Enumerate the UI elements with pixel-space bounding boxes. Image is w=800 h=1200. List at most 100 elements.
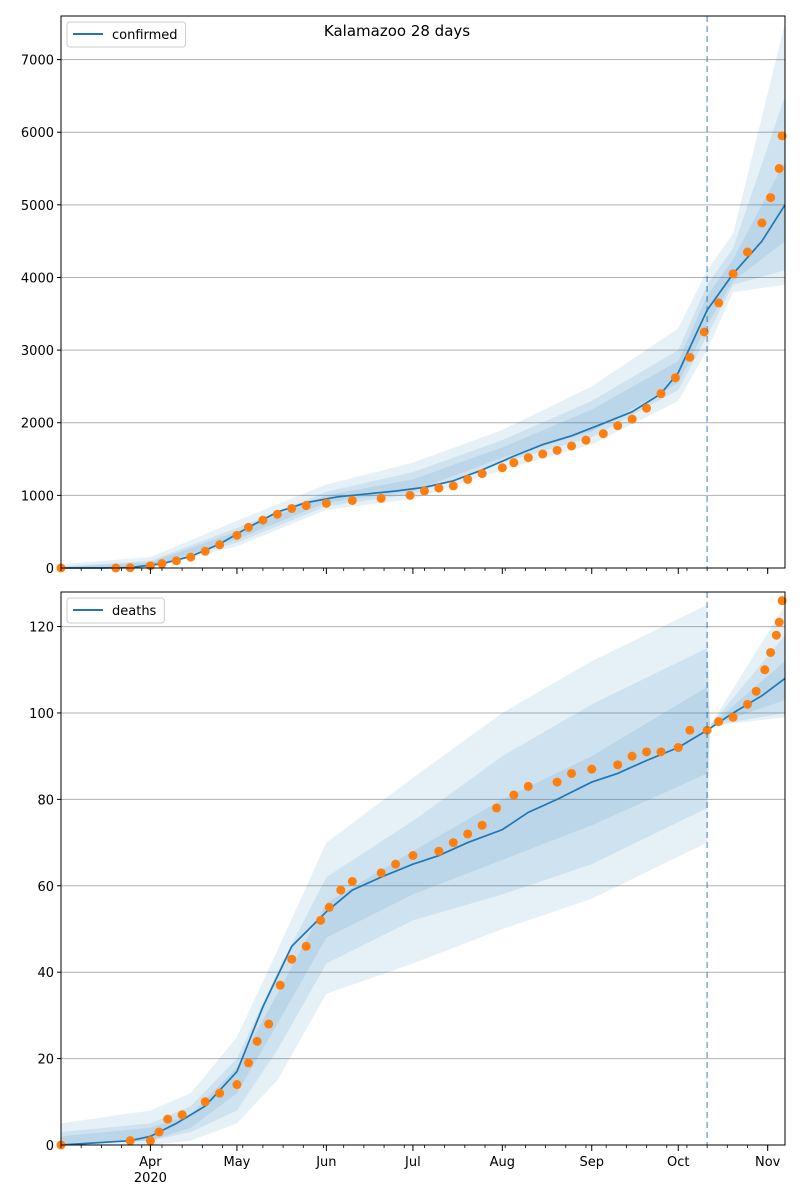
observed-point	[264, 1019, 274, 1029]
observed-point	[743, 247, 753, 257]
observed-point	[567, 768, 577, 778]
observed-point	[163, 1114, 173, 1124]
observed-point	[215, 1088, 225, 1098]
legend: confirmed	[66, 21, 187, 48]
observed-point	[448, 481, 458, 491]
observed-point	[670, 373, 680, 383]
observed-point	[492, 803, 502, 813]
x-tick-label: Jul	[404, 1155, 421, 1170]
observed-point	[613, 760, 623, 770]
axes-frame	[60, 15, 786, 569]
observed-point	[232, 530, 242, 540]
observed-point	[673, 743, 683, 753]
observed-point	[434, 483, 444, 493]
observed-point	[316, 915, 326, 925]
observed-point	[656, 389, 666, 399]
axes-frame	[60, 591, 786, 1146]
observed-point	[567, 441, 577, 451]
y-tick-label: 6000	[21, 126, 54, 141]
observed-point	[642, 403, 652, 413]
observed-point	[376, 868, 386, 878]
observed-point	[766, 647, 776, 657]
observed-point	[324, 902, 334, 912]
observed-point	[405, 490, 415, 500]
observed-point	[376, 493, 386, 503]
observed-point	[321, 498, 331, 508]
observed-point	[656, 747, 666, 757]
observed-point	[743, 699, 753, 709]
observed-point	[760, 665, 770, 675]
legend-label: deaths	[112, 604, 157, 619]
observed-point	[186, 552, 196, 562]
observed-point	[751, 686, 761, 696]
observed-point	[258, 515, 268, 525]
observed-point	[598, 429, 608, 439]
x-tick-label: Nov	[755, 1155, 781, 1170]
band-inner	[61, 161, 785, 568]
observed-point	[448, 838, 458, 848]
observed-point	[627, 414, 637, 424]
observed-point	[587, 764, 597, 774]
observed-point	[252, 1036, 262, 1046]
observed-point	[157, 559, 167, 569]
band-outer	[61, 604, 785, 1145]
x-tick-label: Jun	[315, 1155, 336, 1170]
y-tick-label: 4000	[21, 271, 54, 286]
observed-point	[642, 747, 652, 757]
observed-point	[391, 859, 401, 869]
observed-point	[497, 463, 507, 473]
observed-point	[301, 941, 311, 951]
observed-point	[685, 725, 695, 735]
legend-label: confirmed	[112, 28, 178, 43]
observed-point	[523, 453, 533, 463]
observed-point	[287, 954, 297, 964]
y-tick-label: 120	[29, 621, 54, 636]
observed-point	[463, 474, 473, 484]
observed-point	[552, 445, 562, 455]
observed-point	[347, 876, 357, 886]
observed-point	[509, 458, 519, 468]
x-tick-label: Apr	[139, 1155, 162, 1170]
y-tick-label: 2000	[21, 417, 54, 432]
observed-point	[301, 501, 311, 511]
y-tick-label: 0	[46, 562, 54, 577]
y-tick-label: 40	[37, 966, 54, 981]
observed-point	[702, 725, 712, 735]
observed-point	[766, 193, 776, 203]
confirmed-panel: 0 1000 2000 3000 4000 5000 6000 7000 confirmed	[21, 15, 787, 577]
observed-point	[232, 1080, 242, 1090]
observed-point	[714, 298, 724, 308]
observed-point	[275, 980, 285, 990]
x-tick-label: May	[224, 1155, 251, 1170]
observed-point	[552, 777, 562, 787]
observed-point	[145, 1136, 155, 1146]
observed-point	[477, 469, 487, 479]
observed-point	[774, 164, 784, 174]
observed-point	[777, 596, 787, 606]
y-tick-label: 20	[37, 1053, 54, 1068]
observed-point	[434, 846, 444, 856]
band-middle	[61, 95, 785, 568]
observed-point	[419, 486, 429, 496]
legend-box	[66, 597, 165, 624]
y-tick-label: 100	[29, 707, 54, 722]
y-tick-label: 5000	[21, 199, 54, 214]
y-tick-label: 60	[37, 880, 54, 895]
x-tick-label: Oct	[667, 1155, 689, 1170]
observed-point	[685, 352, 695, 362]
observed-point	[774, 617, 784, 627]
observed-point	[200, 1097, 210, 1107]
observed-point	[509, 790, 519, 800]
observed-point	[714, 717, 724, 727]
legend-box	[66, 21, 187, 48]
observed-point	[215, 540, 225, 550]
y-tick-label: 1000	[21, 489, 54, 504]
legend: deaths	[66, 597, 165, 624]
observed-point	[771, 630, 781, 640]
observed-point	[200, 546, 210, 556]
observed-point	[125, 1136, 135, 1146]
observed-point	[272, 509, 282, 519]
observed-point	[728, 712, 738, 722]
